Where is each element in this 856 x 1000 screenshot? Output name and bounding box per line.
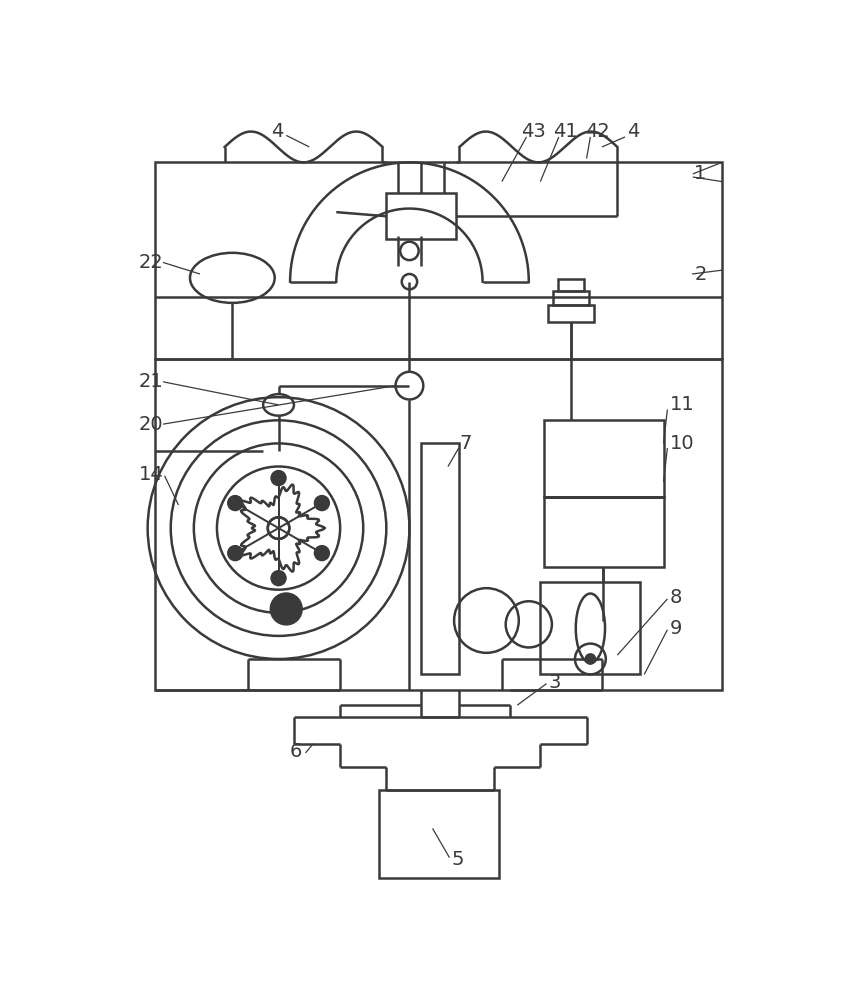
Circle shape (271, 471, 285, 485)
Bar (421, 443, 460, 674)
Text: 1: 1 (694, 164, 707, 183)
Bar (548, 305, 594, 322)
Text: 10: 10 (669, 434, 694, 453)
Text: 9: 9 (669, 619, 682, 638)
Bar (544, 420, 663, 497)
Text: 3: 3 (548, 673, 561, 692)
Circle shape (229, 546, 242, 560)
Text: 7: 7 (460, 434, 472, 453)
Circle shape (229, 496, 242, 510)
Circle shape (315, 546, 329, 560)
Bar (386, 193, 455, 239)
Text: 4: 4 (270, 122, 283, 141)
Circle shape (268, 517, 289, 539)
Text: 8: 8 (669, 588, 682, 607)
Bar (544, 497, 663, 567)
Bar (558, 279, 585, 291)
Text: 14: 14 (139, 465, 163, 484)
Bar (155, 162, 722, 359)
Circle shape (315, 496, 329, 510)
Text: 2: 2 (694, 264, 707, 284)
Bar (554, 291, 589, 305)
Text: 20: 20 (139, 415, 163, 434)
Text: 22: 22 (139, 253, 163, 272)
Circle shape (271, 571, 285, 585)
Text: 4: 4 (627, 122, 639, 141)
Circle shape (270, 594, 301, 624)
Bar (540, 582, 640, 674)
Bar (378, 790, 499, 878)
Text: 21: 21 (139, 372, 163, 391)
Text: 43: 43 (521, 122, 546, 141)
Text: 11: 11 (669, 395, 694, 414)
Circle shape (586, 654, 595, 664)
Bar (155, 359, 722, 690)
Text: 41: 41 (554, 122, 578, 141)
Text: 5: 5 (452, 850, 464, 869)
Text: 6: 6 (290, 742, 302, 761)
Text: 42: 42 (585, 122, 609, 141)
